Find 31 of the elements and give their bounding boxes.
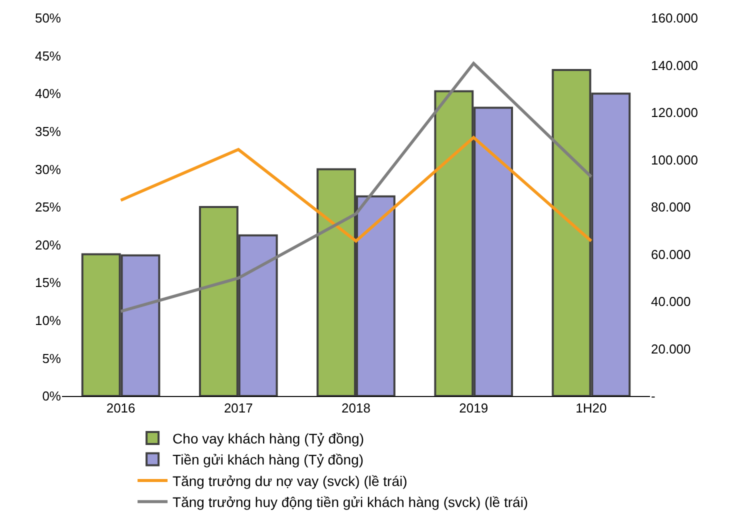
- x-tick-label: 1H20: [576, 400, 607, 416]
- y-tick-label: 0%: [42, 388, 62, 404]
- y2-tick-label: -: [651, 388, 656, 404]
- y-tick-label: 45%: [34, 48, 62, 64]
- y-tick-label: 20%: [34, 237, 62, 252]
- y-tick-label: 15%: [34, 275, 62, 290]
- y2-tick-label: 40.000: [651, 294, 691, 310]
- x-tick-label: 2016: [106, 400, 136, 416]
- y2-tick-label: 20.000: [651, 341, 691, 356]
- y-tick-label: 35%: [34, 124, 62, 139]
- legend-label: Tiền gửi khách hàng (Tỷ đồng): [172, 452, 364, 468]
- y2-tick-label: 80.000: [651, 200, 691, 215]
- y-tick-label: 25%: [34, 200, 62, 215]
- y2-tick-label: 60.000: [651, 246, 691, 262]
- y2-tick-label: 100.000: [651, 152, 698, 168]
- y-tick-label: 10%: [34, 312, 62, 328]
- y-tick-label: 30%: [34, 162, 62, 177]
- y-tick-label: 50%: [34, 10, 62, 26]
- y-tick-label: 5%: [42, 350, 62, 366]
- line-series: [119, 136, 593, 243]
- legend-label: Cho vay khách hàng (Tỷ đồng): [172, 430, 364, 447]
- y2-tick-label: 160.000: [651, 10, 698, 26]
- x-tick-label: 2017: [224, 400, 253, 416]
- legend-label: Tăng trưởng dư nợ vay (svck) (lề trái): [172, 472, 408, 489]
- y2-tick-label: 120.000: [651, 105, 698, 120]
- x-tick-label: 2019: [459, 400, 488, 416]
- legend-label: Tăng trưởng huy động tiền gửi khách hàng (svck) (lề trái): [172, 494, 528, 510]
- line-series: [119, 62, 593, 313]
- x-tick-label: 2018: [342, 400, 370, 416]
- y2-tick-label: 140.000: [651, 58, 698, 73]
- y-tick-label: 40%: [34, 86, 62, 102]
